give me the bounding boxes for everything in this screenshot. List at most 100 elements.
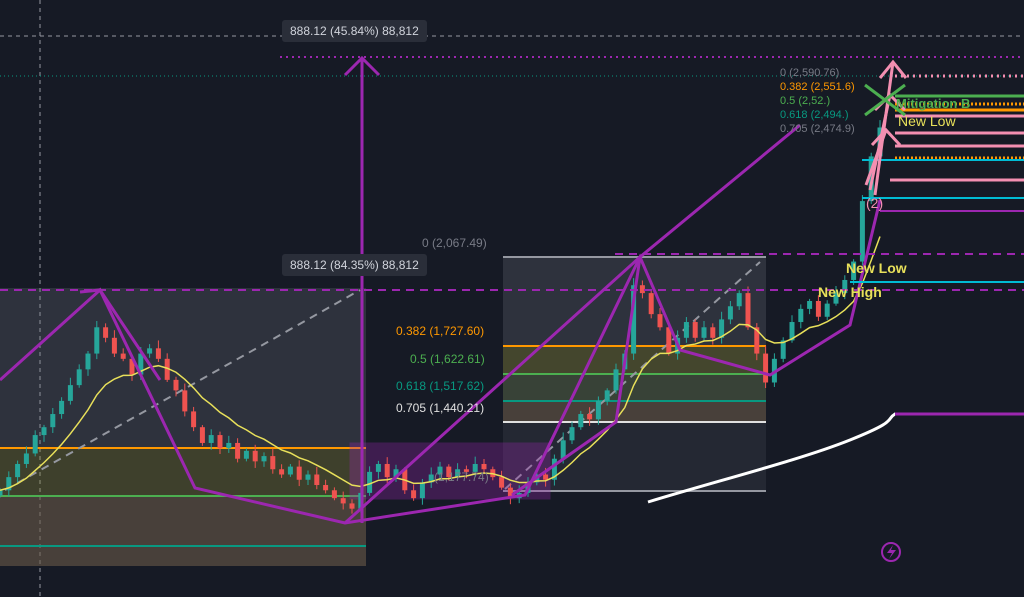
candle bbox=[331, 490, 337, 499]
candle bbox=[710, 327, 716, 338]
candle bbox=[393, 469, 399, 478]
dashed-levels bbox=[0, 253, 1024, 291]
candle bbox=[551, 458, 557, 480]
new-low-label: New Low bbox=[846, 260, 907, 276]
candle bbox=[719, 319, 725, 338]
candle bbox=[314, 474, 320, 486]
candle bbox=[164, 358, 170, 380]
candle bbox=[692, 322, 698, 338]
fib-label-low: (1,177.74) bbox=[434, 470, 489, 484]
candle bbox=[287, 466, 293, 475]
candle bbox=[587, 414, 593, 420]
fib2-label-05: 0.5 (2,52.) bbox=[780, 95, 831, 107]
x-mark bbox=[864, 83, 906, 117]
pattern-leg-2[interactable] bbox=[511, 256, 642, 497]
fib-zone-brown bbox=[503, 401, 766, 422]
candle bbox=[499, 477, 505, 488]
fib-zone-yellow-left bbox=[0, 448, 366, 496]
candle bbox=[375, 463, 381, 472]
zigzag-pattern[interactable] bbox=[0, 199, 882, 525]
candle bbox=[182, 390, 188, 412]
fib-label-0382: 0.382 (1,727.60) bbox=[396, 324, 485, 338]
candle bbox=[147, 348, 153, 354]
lightning-icon[interactable] bbox=[881, 542, 901, 562]
candle bbox=[243, 450, 249, 459]
fib-label-0: 0 (2,067.49) bbox=[422, 236, 487, 250]
mitigation-label: Mitigation B bbox=[896, 96, 971, 111]
candle bbox=[15, 463, 21, 478]
long-moving-average bbox=[647, 412, 1024, 504]
candle bbox=[543, 474, 549, 480]
candle bbox=[279, 469, 285, 475]
fib-trend-line-left bbox=[4, 289, 361, 491]
fib2-label-0618: 0.618 (2,494.) bbox=[780, 109, 849, 121]
candle bbox=[648, 293, 654, 315]
candle bbox=[666, 327, 672, 354]
candle bbox=[0, 490, 3, 496]
candle bbox=[754, 327, 760, 354]
candle bbox=[701, 327, 707, 338]
wave-label: (2) bbox=[866, 195, 884, 211]
candle bbox=[103, 327, 109, 338]
candle bbox=[23, 453, 29, 464]
candle bbox=[569, 427, 575, 441]
candle bbox=[323, 485, 329, 491]
candle bbox=[419, 482, 425, 499]
candle bbox=[226, 442, 232, 449]
candle bbox=[595, 400, 601, 420]
candle bbox=[807, 300, 813, 309]
candle bbox=[155, 348, 161, 359]
candle bbox=[455, 469, 461, 478]
candle bbox=[305, 474, 311, 480]
candle bbox=[199, 427, 205, 443]
candle bbox=[780, 340, 786, 359]
moving-average-line bbox=[0, 236, 881, 491]
fib-zone-top-left bbox=[0, 288, 366, 448]
candle bbox=[481, 463, 487, 470]
fib-label-05: 0.5 (1,622.61) bbox=[410, 352, 485, 366]
candle bbox=[789, 322, 795, 341]
candle bbox=[437, 466, 443, 475]
candle bbox=[736, 293, 742, 307]
candle bbox=[578, 414, 584, 428]
recent-levels bbox=[850, 74, 1024, 283]
candle bbox=[745, 293, 751, 328]
measure-label-top: 888.12 (45.84%) 88,812 bbox=[282, 20, 427, 42]
candle bbox=[208, 435, 214, 443]
candle bbox=[683, 322, 689, 338]
candle bbox=[859, 201, 865, 262]
candle bbox=[815, 300, 821, 317]
candle bbox=[67, 385, 73, 401]
candle bbox=[173, 379, 179, 391]
new-high-label: New High bbox=[818, 284, 882, 300]
measure-label-mid: 888.12 (84.35%) 88,812 bbox=[282, 254, 427, 276]
candle bbox=[94, 327, 100, 354]
candle bbox=[639, 285, 645, 294]
candle bbox=[235, 442, 241, 459]
new-low-label-top: New Low bbox=[898, 113, 956, 129]
candle bbox=[824, 303, 830, 317]
candle bbox=[411, 490, 417, 499]
candle bbox=[340, 498, 346, 504]
candle bbox=[428, 474, 434, 483]
candle bbox=[270, 456, 276, 470]
candle bbox=[41, 427, 47, 436]
measure-arrow-head[interactable] bbox=[343, 55, 381, 77]
candle bbox=[833, 293, 839, 304]
candle bbox=[367, 471, 373, 493]
fib2-label-0382: 0.382 (2,551.6) bbox=[780, 81, 855, 93]
candle bbox=[6, 477, 12, 491]
candle bbox=[261, 456, 267, 462]
candle bbox=[727, 306, 733, 320]
candle bbox=[463, 469, 469, 472]
candle bbox=[798, 308, 804, 323]
candle bbox=[76, 369, 82, 386]
candle bbox=[560, 440, 566, 459]
candle bbox=[85, 353, 91, 370]
fib2-label-0705: 0.705 (2,474.9) bbox=[780, 123, 855, 135]
candle bbox=[32, 435, 38, 454]
candle bbox=[446, 466, 452, 478]
candle bbox=[851, 261, 857, 280]
